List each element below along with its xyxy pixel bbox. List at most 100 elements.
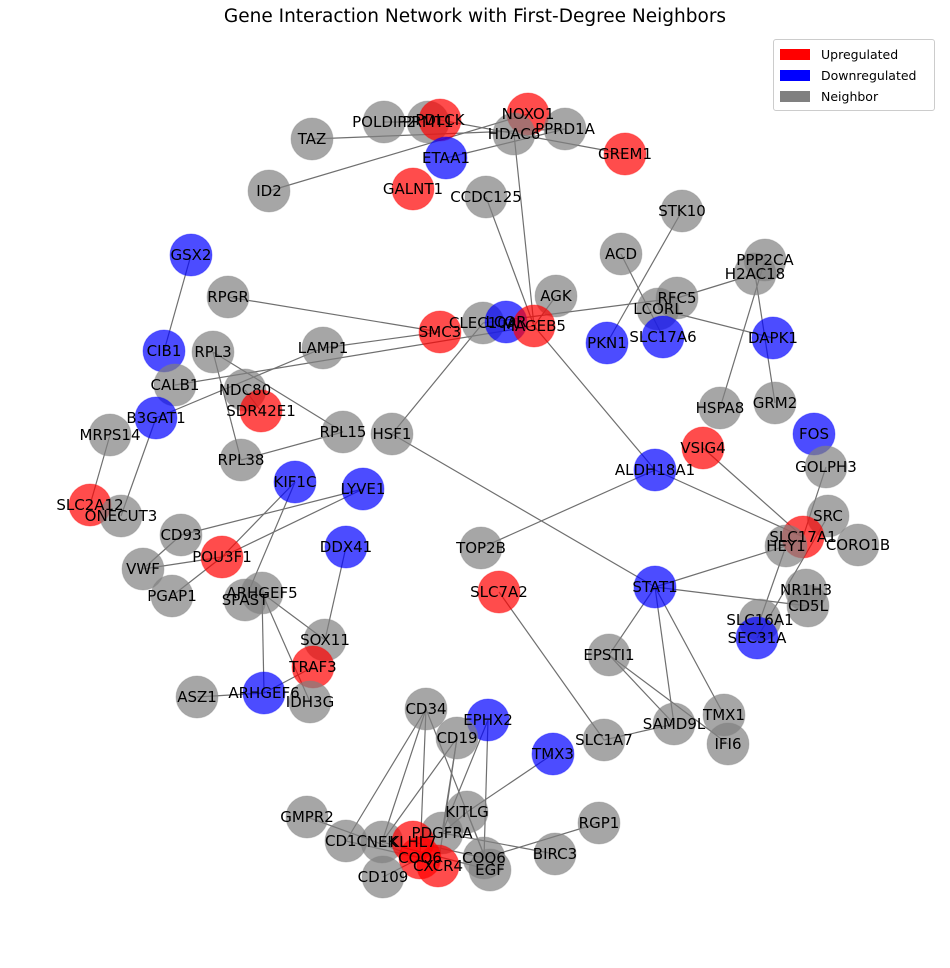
legend: Upregulated Downregulated Neighbor <box>773 39 935 111</box>
node-circle <box>169 233 213 277</box>
node-circle <box>534 274 578 318</box>
node-label: SLC1A7 <box>575 731 633 749</box>
node-label: LYVE1 <box>341 480 386 498</box>
node-circle <box>424 136 468 180</box>
node-label: RPGR <box>207 288 249 306</box>
node-rpl38 <box>219 438 263 482</box>
edge <box>480 469 656 549</box>
node-circle <box>735 616 779 660</box>
node-circle <box>706 722 750 766</box>
node-label: SLC17A6 <box>629 328 696 346</box>
node-asz1 <box>175 675 219 719</box>
node-circle <box>219 438 263 482</box>
node-vsig4 <box>681 426 725 470</box>
node-label: SEC31A <box>728 629 788 647</box>
node-label: EPSTI1 <box>583 646 634 664</box>
node-aldh18a1 <box>633 448 677 492</box>
node-circle <box>641 315 685 359</box>
node-lyve1 <box>341 467 385 511</box>
edge <box>606 210 683 344</box>
node-label: TMX1 <box>702 706 745 724</box>
node-rpl3 <box>191 330 235 374</box>
node-label: ID2 <box>256 182 282 200</box>
legend-swatch-upregulated <box>780 48 810 60</box>
node-circle <box>418 310 462 354</box>
node-circle <box>341 467 385 511</box>
node-label: PGAP1 <box>147 587 197 605</box>
node-label: GALNT1 <box>383 180 443 198</box>
node-label: CD34 <box>405 700 446 718</box>
node-label: PPRD1A <box>535 120 596 138</box>
node-label: PDLCK <box>415 111 465 129</box>
node-circle <box>836 523 880 567</box>
node-mageb5 <box>512 304 556 348</box>
node-label: CORO1B <box>826 536 890 554</box>
node-pkn1 <box>585 321 629 365</box>
node-slc7a2 <box>477 570 521 614</box>
node-grm2 <box>753 381 797 425</box>
node-label: RGP1 <box>579 814 620 832</box>
node-pou3f1 <box>200 535 244 579</box>
node-acd <box>599 232 643 276</box>
node-label: ETAA1 <box>422 149 470 167</box>
legend-label-upregulated: Upregulated <box>821 46 899 62</box>
node-circle <box>660 189 704 233</box>
node-label: PPP2CA <box>736 251 794 269</box>
node-circle <box>753 381 797 425</box>
node-label: VSIG4 <box>680 439 725 457</box>
node-circle <box>512 304 556 348</box>
node-label: LCOR <box>485 313 526 331</box>
node-circle <box>587 633 631 677</box>
node-circle <box>416 844 460 888</box>
node-label: RFC5 <box>657 289 696 307</box>
node-circle <box>273 460 317 504</box>
node-label: TOP2B <box>455 539 506 557</box>
node-label: AGK <box>540 287 573 305</box>
node-circle <box>223 578 267 622</box>
edge <box>268 113 529 192</box>
node-label: CD5L <box>788 597 829 615</box>
node-ccdc125 <box>464 175 508 219</box>
node-golph3 <box>804 445 848 489</box>
edge <box>381 708 427 843</box>
node-label: ARHGEF6 <box>228 684 299 702</box>
legend-entry-neighbor: Neighbor <box>780 88 878 104</box>
node-hdac6 <box>492 112 536 156</box>
node-label: NDC80 <box>219 381 271 399</box>
node-circle <box>200 535 244 579</box>
node-label: COQ6 <box>462 849 506 867</box>
node-label: GMPR2 <box>280 808 334 826</box>
node-circle <box>99 494 143 538</box>
node-label: CIB1 <box>147 342 182 360</box>
edge <box>702 447 804 538</box>
edge <box>391 433 656 588</box>
node-id2 <box>247 169 291 213</box>
node-smc3 <box>418 310 462 354</box>
legend-entry-downregulated: Downregulated <box>780 67 917 83</box>
node-stk10 <box>660 189 704 233</box>
node-circle <box>247 169 291 213</box>
edge <box>212 351 344 433</box>
node-birc3 <box>533 832 577 876</box>
node-label: B3GAT1 <box>126 409 185 427</box>
node-hsf1 <box>370 412 414 456</box>
node-circle <box>391 167 435 211</box>
node-circle <box>435 716 479 760</box>
node-poldip2 <box>362 100 406 144</box>
chart-title: Gene Interaction Network with First-Degr… <box>223 6 727 27</box>
node-label: NOXO1 <box>502 105 555 123</box>
node-rpgr <box>206 275 250 319</box>
node-label: SLC17A1 <box>769 528 836 546</box>
node-label: CD93 <box>160 526 201 544</box>
node-label: HEY1 <box>766 537 805 555</box>
node-b3gat1 <box>134 396 178 440</box>
edge <box>221 488 364 558</box>
node-label: CD109 <box>358 868 409 886</box>
node-label: PRMT1 <box>402 113 453 131</box>
node-circle <box>404 687 448 731</box>
legend-entry-upregulated: Upregulated <box>780 46 898 62</box>
edge <box>498 591 605 741</box>
node-label: ACD <box>605 245 637 263</box>
node-label: TAZ <box>297 130 327 148</box>
